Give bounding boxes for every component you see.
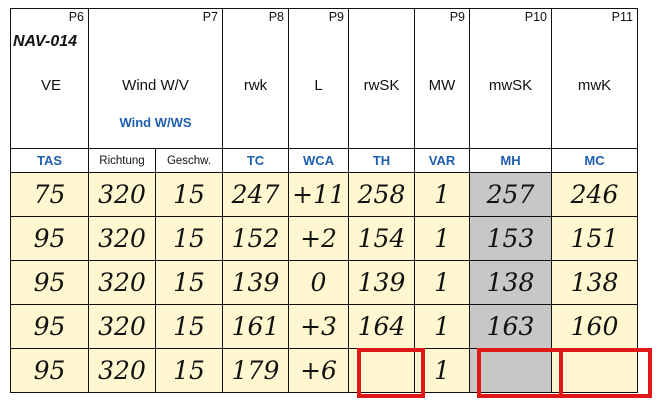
subheader-geschw: Geschw. — [155, 148, 223, 173]
header-wind: P7 Wind W/V Wind W/WS — [88, 8, 223, 149]
header-rwsk: rwSK — [348, 8, 415, 149]
table-row: 95 320 15 152 +2 154 1 153 151 — [10, 216, 638, 261]
column-subtitle: Wind W/WS — [119, 115, 192, 130]
header-rwk: P8 rwk — [222, 8, 289, 149]
subheader-richtung: Richtung — [88, 148, 156, 173]
column-title: mwSK — [488, 77, 533, 94]
column-title: rwSK — [363, 77, 400, 94]
page-number: P9 — [449, 10, 465, 24]
page-number: P9 — [328, 10, 344, 24]
subheader-th: TH — [348, 148, 415, 173]
page-number: P7 — [202, 10, 218, 24]
nav-id: NAV-014 — [13, 33, 78, 50]
header-mwk: P11 mwK — [551, 8, 638, 149]
table-row: 95 320 15 139 0 139 1 138 138 — [10, 260, 638, 305]
cell-richtung: 320 — [88, 172, 156, 217]
subheader-var: VAR — [414, 148, 470, 173]
cell-var: 1 — [414, 172, 470, 217]
subheader-wca: WCA — [288, 148, 349, 173]
answer-cell-mh[interactable] — [469, 348, 552, 393]
table-row: 95 320 15 179 +6 1 — [10, 348, 638, 393]
column-title: VE — [41, 77, 62, 94]
subheader-mh: MH — [469, 148, 552, 173]
cell-geschw: 15 — [155, 172, 223, 217]
column-title: L — [314, 77, 323, 94]
cell-tas: 95 — [10, 260, 89, 305]
column-title: MW — [428, 77, 456, 94]
cell-var: 1 — [414, 260, 470, 305]
table-row: 75 320 15 247 +11 258 1 257 246 — [10, 172, 638, 217]
cell-tc: 152 — [222, 216, 289, 261]
subheader-mc: MC — [551, 148, 638, 173]
cell-geschw: 15 — [155, 304, 223, 349]
subheader-tc: TC — [222, 148, 289, 173]
cell-tc: 161 — [222, 304, 289, 349]
column-title: Wind W/V — [122, 77, 189, 94]
cell-tas: 95 — [10, 216, 89, 261]
page-number: P11 — [611, 10, 633, 24]
column-title: rwk — [243, 77, 268, 94]
cell-mh: 138 — [469, 260, 552, 305]
cell-var: 1 — [414, 304, 470, 349]
cell-geschw: 15 — [155, 216, 223, 261]
cell-th: 164 — [348, 304, 415, 349]
navigation-table: P6 NAV-014 VE P7 Wind W/V Wind W/WS P8 r… — [10, 8, 638, 393]
cell-th: 154 — [348, 216, 415, 261]
cell-geschw: 15 — [155, 348, 223, 393]
cell-richtung: 320 — [88, 216, 156, 261]
column-title: mwK — [577, 77, 612, 94]
cell-mh: 163 — [469, 304, 552, 349]
cell-tas: 95 — [10, 304, 89, 349]
cell-wca: +11 — [288, 172, 349, 217]
cell-richtung: 320 — [88, 348, 156, 393]
subheader-tas: TAS — [10, 148, 89, 173]
cell-tc: 179 — [222, 348, 289, 393]
cell-wca: +3 — [288, 304, 349, 349]
cell-mc: 138 — [551, 260, 638, 305]
cell-mh: 153 — [469, 216, 552, 261]
cell-mc: 151 — [551, 216, 638, 261]
highlight-box-mh — [477, 348, 563, 398]
cell-th: 139 — [348, 260, 415, 305]
highlight-box-mc — [559, 348, 652, 398]
cell-wca: +6 — [288, 348, 349, 393]
cell-tc: 139 — [222, 260, 289, 305]
cell-richtung: 320 — [88, 260, 156, 305]
cell-tc: 247 — [222, 172, 289, 217]
cell-mc: 160 — [551, 304, 638, 349]
highlight-box-th — [357, 348, 425, 398]
cell-th: 258 — [348, 172, 415, 217]
header-mw: P9 MW — [414, 8, 470, 149]
answer-cell-mc[interactable] — [551, 348, 638, 393]
cell-geschw: 15 — [155, 260, 223, 305]
header-ve: P6 NAV-014 VE — [10, 8, 89, 149]
cell-var: 1 — [414, 216, 470, 261]
cell-tas: 95 — [10, 348, 89, 393]
page-number: P8 — [268, 10, 284, 24]
cell-mh: 257 — [469, 172, 552, 217]
cell-mc: 246 — [551, 172, 638, 217]
cell-richtung: 320 — [88, 304, 156, 349]
table-row: 95 320 15 161 +3 164 1 163 160 — [10, 304, 638, 349]
page-number: P6 — [68, 10, 84, 24]
page-number: P10 — [524, 10, 547, 24]
cell-tas: 75 — [10, 172, 89, 217]
cell-wca: 0 — [288, 260, 349, 305]
header-mwsk: P10 mwSK — [469, 8, 552, 149]
header-l: P9 L — [288, 8, 349, 149]
cell-wca: +2 — [288, 216, 349, 261]
